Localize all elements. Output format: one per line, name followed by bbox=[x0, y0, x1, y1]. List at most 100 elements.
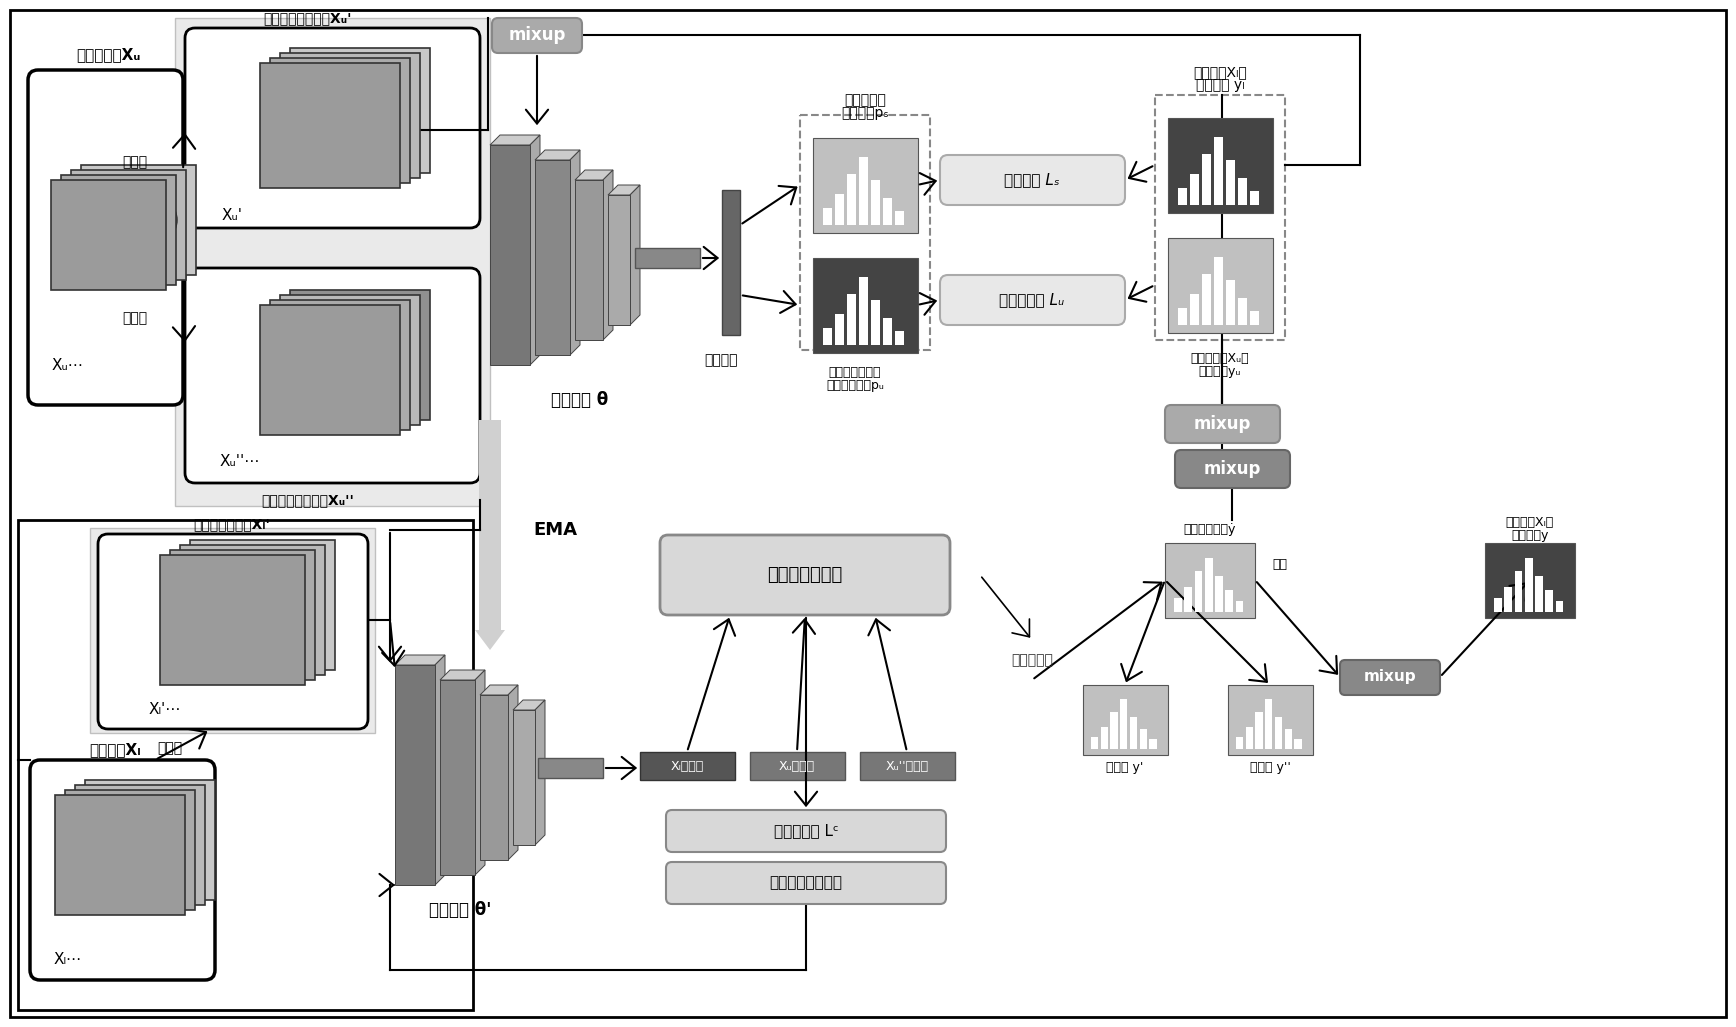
Bar bbox=[1201, 273, 1212, 325]
FancyBboxPatch shape bbox=[939, 155, 1125, 205]
Bar bbox=[1238, 178, 1246, 205]
Text: 复制: 复制 bbox=[1272, 559, 1288, 571]
Bar bbox=[1514, 571, 1522, 611]
Bar bbox=[1236, 601, 1243, 611]
Text: 标记样本Xₗ: 标记样本Xₗ bbox=[89, 743, 141, 758]
Bar bbox=[396, 665, 436, 885]
Bar bbox=[260, 305, 399, 435]
Text: 标记样本Xₗ的: 标记样本Xₗ的 bbox=[1193, 65, 1246, 79]
Bar bbox=[1205, 558, 1212, 611]
Text: 强增强: 强增强 bbox=[123, 311, 148, 325]
Text: 混合标签yᵤ: 混合标签yᵤ bbox=[1200, 365, 1241, 378]
Text: 弱增强未标记样本Xᵤ': 弱增强未标记样本Xᵤ' bbox=[264, 11, 352, 25]
Bar bbox=[75, 785, 205, 905]
Bar bbox=[635, 248, 700, 268]
FancyBboxPatch shape bbox=[667, 810, 946, 852]
Bar bbox=[1168, 117, 1272, 213]
Bar bbox=[608, 195, 630, 325]
Polygon shape bbox=[608, 185, 641, 195]
Text: 未标记样本Xᵤ的: 未标记样本Xᵤ的 bbox=[1191, 351, 1250, 365]
Bar bbox=[189, 540, 335, 670]
Text: 真实标签y: 真实标签y bbox=[1512, 529, 1549, 541]
Bar bbox=[1179, 188, 1187, 205]
Bar bbox=[1174, 598, 1182, 611]
Bar bbox=[859, 156, 868, 225]
Bar bbox=[279, 295, 420, 425]
Circle shape bbox=[345, 325, 408, 386]
Bar bbox=[290, 47, 431, 173]
FancyBboxPatch shape bbox=[30, 760, 215, 980]
FancyBboxPatch shape bbox=[28, 70, 182, 405]
Bar bbox=[1189, 175, 1200, 205]
Bar bbox=[179, 545, 325, 675]
Text: 强增强未标记样本Xᵤ'': 强增强未标记样本Xᵤ'' bbox=[262, 493, 354, 507]
Bar bbox=[50, 180, 165, 290]
Bar bbox=[812, 258, 918, 352]
Bar bbox=[535, 160, 569, 355]
Bar bbox=[1227, 685, 1312, 755]
Bar bbox=[64, 790, 194, 910]
Text: 监督损失 Lₛ: 监督损失 Lₛ bbox=[1003, 173, 1059, 188]
Circle shape bbox=[345, 79, 408, 141]
Bar bbox=[170, 550, 314, 680]
Bar bbox=[479, 695, 509, 860]
Circle shape bbox=[137, 811, 194, 869]
Bar bbox=[1201, 154, 1212, 205]
FancyBboxPatch shape bbox=[1175, 450, 1290, 488]
Text: 未标记样本Xᵤ: 未标记样本Xᵤ bbox=[76, 47, 141, 63]
Text: 标记样本Xₗ的: 标记样本Xₗ的 bbox=[1505, 516, 1554, 529]
Text: Xᵤ的嵌入: Xᵤ的嵌入 bbox=[779, 760, 816, 772]
Bar bbox=[884, 197, 892, 225]
Bar bbox=[1194, 571, 1203, 611]
Bar bbox=[750, 752, 845, 779]
Text: 伪标签预测: 伪标签预测 bbox=[1010, 653, 1054, 667]
Polygon shape bbox=[476, 670, 484, 875]
Bar bbox=[896, 212, 904, 225]
Text: Xᵤ''的嵌入: Xᵤ''的嵌入 bbox=[885, 760, 929, 772]
Bar bbox=[1139, 729, 1147, 750]
Text: Xᵤ': Xᵤ' bbox=[222, 207, 243, 223]
Text: mixup: mixup bbox=[1193, 415, 1250, 433]
Text: 一致性损失 Lᶜ: 一致性损失 Lᶜ bbox=[774, 824, 838, 838]
Bar bbox=[1213, 137, 1222, 205]
Bar bbox=[1484, 542, 1575, 617]
Bar bbox=[1090, 736, 1099, 750]
Bar bbox=[1083, 685, 1168, 755]
Bar bbox=[641, 752, 734, 779]
Text: 无监督损失 Lᵤ: 无监督损失 Lᵤ bbox=[1000, 293, 1064, 307]
FancyBboxPatch shape bbox=[660, 535, 950, 615]
FancyBboxPatch shape bbox=[939, 275, 1125, 325]
Polygon shape bbox=[529, 135, 540, 365]
Text: 类原型匹配模块: 类原型匹配模块 bbox=[767, 566, 842, 584]
Bar bbox=[1154, 96, 1285, 340]
Bar bbox=[1246, 727, 1253, 750]
Bar bbox=[847, 294, 856, 345]
Polygon shape bbox=[490, 135, 540, 145]
Bar bbox=[1226, 589, 1233, 611]
Bar bbox=[1165, 542, 1255, 617]
Polygon shape bbox=[514, 700, 545, 710]
Text: Xᵤ⋯: Xᵤ⋯ bbox=[52, 357, 83, 373]
Polygon shape bbox=[602, 170, 613, 340]
Bar bbox=[722, 190, 740, 335]
FancyBboxPatch shape bbox=[186, 268, 479, 483]
Text: 最终的伪标签ẏ: 最终的伪标签ẏ bbox=[1184, 524, 1236, 536]
Bar bbox=[823, 207, 832, 225]
Bar bbox=[835, 314, 844, 345]
Bar bbox=[279, 52, 420, 178]
Text: 本的概率分布pᵤ: 本的概率分布pᵤ bbox=[826, 380, 884, 392]
Text: 混合标签 yₗ: 混合标签 yₗ bbox=[1196, 78, 1245, 92]
Text: 弱增强标记样本Xₗ': 弱增强标记样本Xₗ' bbox=[193, 517, 271, 531]
Bar bbox=[61, 175, 175, 286]
Text: 学生模型 θ: 学生模型 θ bbox=[552, 391, 609, 409]
Polygon shape bbox=[509, 685, 517, 860]
Bar bbox=[1149, 739, 1156, 750]
Bar bbox=[514, 710, 535, 845]
Bar bbox=[1535, 576, 1543, 611]
Bar bbox=[1213, 257, 1222, 325]
Polygon shape bbox=[479, 685, 517, 695]
Polygon shape bbox=[575, 170, 613, 180]
Bar bbox=[847, 174, 856, 225]
Bar bbox=[160, 555, 304, 685]
Bar bbox=[1189, 294, 1200, 325]
